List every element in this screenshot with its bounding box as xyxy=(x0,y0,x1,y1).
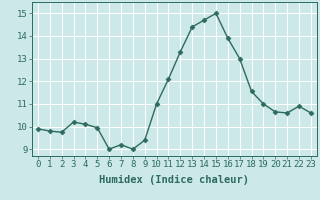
X-axis label: Humidex (Indice chaleur): Humidex (Indice chaleur) xyxy=(100,175,249,185)
